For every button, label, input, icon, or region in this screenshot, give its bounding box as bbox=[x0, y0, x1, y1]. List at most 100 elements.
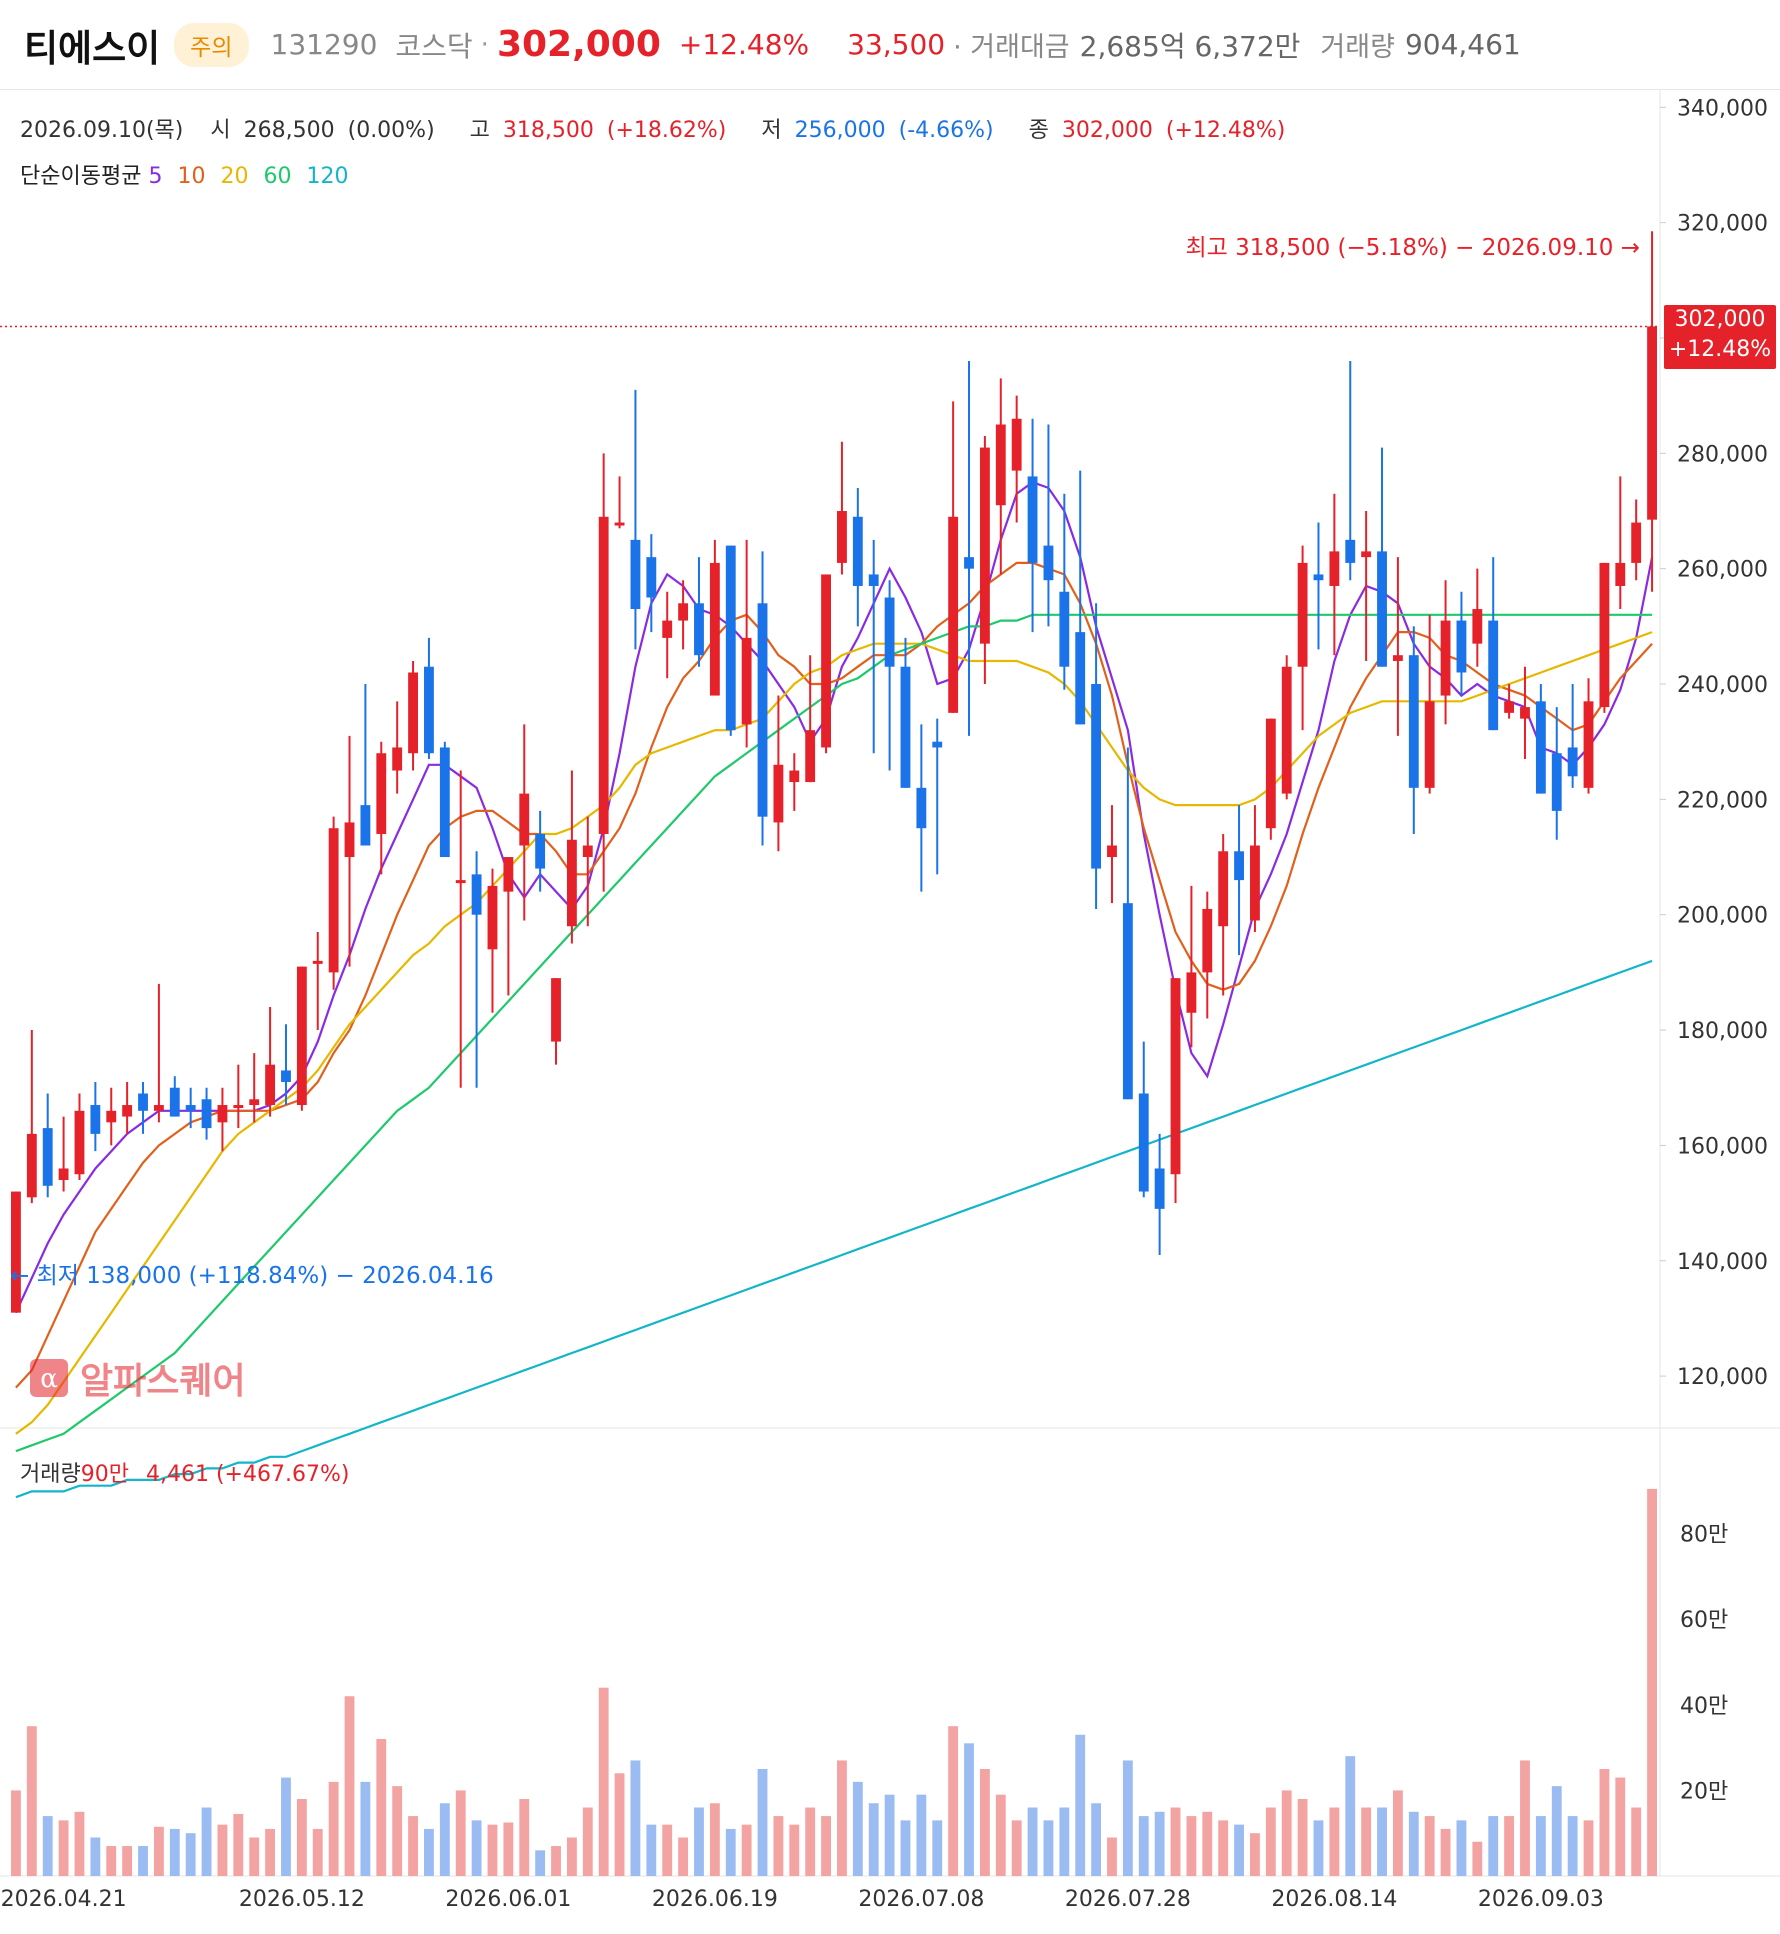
ma-legend-60[interactable]: 60 bbox=[263, 164, 292, 189]
candle-body bbox=[169, 1087, 180, 1117]
candle-body bbox=[1091, 684, 1102, 869]
volume-bar bbox=[90, 1837, 101, 1876]
volume-bar bbox=[884, 1794, 895, 1876]
close-value: 302,000 bbox=[1061, 118, 1153, 143]
candle-body bbox=[709, 562, 720, 696]
stock-name[interactable]: 티에스이 bbox=[24, 26, 161, 70]
low-label: 저 bbox=[761, 118, 782, 143]
volume-bar bbox=[709, 1803, 720, 1876]
watermark-text: 알파스퀘어 bbox=[80, 1361, 246, 1402]
candle-body bbox=[1488, 620, 1499, 731]
candle-body bbox=[1567, 747, 1578, 777]
volume-bar bbox=[1011, 1820, 1022, 1876]
candle-body bbox=[296, 966, 307, 1106]
candle-body bbox=[646, 557, 657, 598]
high-pct: (+18.62%) bbox=[606, 118, 727, 143]
volume-bar bbox=[1059, 1807, 1070, 1876]
ohlc-info: 2026.09.10(목) 시 268,500 (0.00%) 고 318,50… bbox=[20, 112, 1291, 144]
candle-body bbox=[948, 516, 959, 713]
candle-body bbox=[503, 857, 514, 892]
candle-body bbox=[1504, 701, 1515, 713]
candle-body bbox=[1631, 522, 1642, 563]
volume-bar bbox=[26, 1726, 37, 1876]
candle-body bbox=[1408, 655, 1419, 788]
candle-body bbox=[582, 845, 593, 858]
volume-bar bbox=[1520, 1760, 1530, 1876]
ma-legend-120[interactable]: 120 bbox=[306, 164, 349, 189]
candle-body bbox=[1011, 418, 1022, 471]
volume-bar bbox=[1408, 1811, 1419, 1876]
volume-bar bbox=[964, 1743, 974, 1876]
volume-bar bbox=[1456, 1820, 1467, 1876]
volume-bar bbox=[837, 1760, 847, 1876]
candle-body bbox=[1202, 908, 1213, 973]
volume-bar bbox=[1202, 1811, 1213, 1876]
change-percent: +12.48% bbox=[678, 28, 810, 61]
candle-body bbox=[964, 557, 974, 569]
low-value: 256,000 bbox=[794, 118, 886, 143]
candle-body bbox=[678, 603, 689, 621]
volume-bar bbox=[821, 1816, 831, 1876]
last-price-tag: 302,000 +12.48% bbox=[1664, 305, 1776, 369]
candle-body bbox=[1265, 718, 1276, 829]
candle-body bbox=[1440, 620, 1451, 696]
candle-body bbox=[1170, 978, 1181, 1175]
candle-body bbox=[424, 666, 434, 754]
volume-bar bbox=[471, 1820, 482, 1876]
candle-body bbox=[312, 960, 323, 964]
candle-body bbox=[185, 1105, 196, 1111]
volume-bar bbox=[344, 1696, 355, 1876]
candle-body bbox=[1583, 701, 1594, 788]
candle-body bbox=[884, 597, 895, 667]
volume-bar bbox=[1218, 1820, 1229, 1876]
candle-body bbox=[42, 1128, 53, 1186]
volume-bar bbox=[1392, 1790, 1403, 1876]
ma-legend-10[interactable]: 10 bbox=[177, 164, 206, 189]
candle-body bbox=[821, 574, 831, 748]
candle-body bbox=[1615, 562, 1626, 586]
volume-bar bbox=[614, 1773, 625, 1876]
ma-legend-20[interactable]: 20 bbox=[220, 164, 249, 189]
stock-code: 131290 bbox=[270, 28, 378, 61]
volume-bar bbox=[900, 1820, 911, 1876]
volume-bar bbox=[1440, 1828, 1451, 1876]
candle-body bbox=[201, 1099, 212, 1129]
volume-bar bbox=[201, 1807, 212, 1876]
volume-bar bbox=[153, 1826, 164, 1876]
candle-body bbox=[1313, 574, 1324, 581]
price-tick-label: 320,000 bbox=[1677, 212, 1768, 237]
candle-body bbox=[1075, 632, 1086, 725]
candle-body bbox=[662, 620, 673, 638]
candle-body bbox=[1218, 851, 1229, 927]
ma-legend[interactable]: 단순이동평균 5 10 20 60 120 bbox=[20, 158, 348, 190]
candle-body bbox=[1377, 551, 1387, 667]
candle-body bbox=[74, 1110, 85, 1175]
ma-legend-label: 단순이동평균 bbox=[20, 164, 142, 189]
volume-bar bbox=[1377, 1807, 1387, 1876]
candle-body bbox=[614, 522, 625, 526]
trade-amount-label: · 거래대금 bbox=[953, 32, 1070, 63]
candle-body bbox=[360, 805, 371, 846]
candle-body bbox=[1392, 655, 1403, 661]
candle-body bbox=[741, 637, 752, 725]
candle-body bbox=[1551, 753, 1562, 811]
volume-info-prev: 4,461 bbox=[145, 1462, 209, 1487]
candle-body bbox=[26, 1133, 37, 1198]
volume-bar bbox=[1250, 1833, 1260, 1876]
volume-bar bbox=[852, 1781, 863, 1876]
candle-body bbox=[1361, 551, 1372, 558]
volume-bar bbox=[932, 1820, 943, 1876]
candle-body bbox=[995, 424, 1006, 506]
date-tick-label: 2026.06.19 bbox=[652, 1887, 778, 1912]
candle-body bbox=[1647, 326, 1657, 520]
volume-bar bbox=[1297, 1798, 1308, 1876]
volume-bar bbox=[678, 1837, 689, 1876]
volume-bar bbox=[1107, 1837, 1117, 1876]
price-tick-label: 160,000 bbox=[1677, 1134, 1768, 1159]
current-price: 302,000 bbox=[496, 24, 661, 65]
ma-legend-5[interactable]: 5 bbox=[148, 164, 163, 189]
volume-bar bbox=[1647, 1488, 1657, 1876]
volume-bar bbox=[424, 1828, 434, 1876]
candle-body bbox=[1297, 562, 1308, 667]
